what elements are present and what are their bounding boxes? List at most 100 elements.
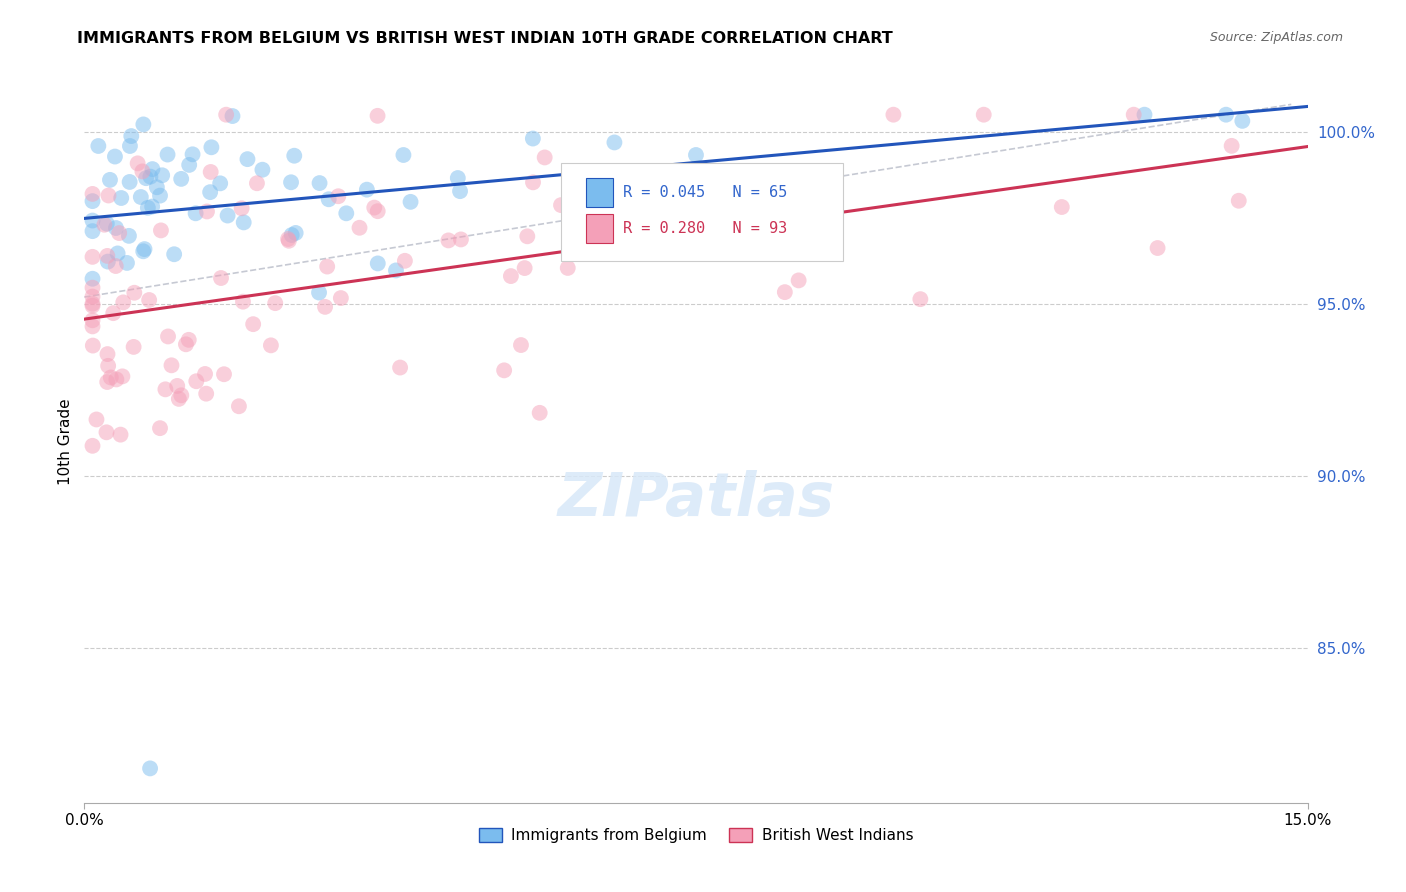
Point [86, 412, 108, 426]
Point [131, 164, 153, 178]
Point [690, 172, 713, 186]
Point [118, 139, 141, 153]
Point [82, 272, 104, 286]
Point [236, 152, 259, 166]
Point [399, 194, 422, 209]
Point [97, 359, 120, 373]
Point [284, 226, 307, 240]
Point [773, 285, 796, 300]
Point [115, 256, 138, 270]
Point [97, 188, 120, 202]
Point [557, 260, 579, 275]
Point [195, 386, 218, 401]
Point [367, 109, 389, 123]
Point [328, 189, 350, 203]
Point [550, 198, 572, 212]
Point [118, 175, 141, 189]
Point [572, 167, 595, 181]
Point [146, 180, 169, 194]
Point [184, 206, 207, 220]
Point [118, 228, 141, 243]
Point [973, 108, 995, 122]
Point [367, 256, 389, 270]
Point [1227, 194, 1250, 208]
Point [82, 213, 104, 227]
Point [181, 147, 204, 161]
Point [231, 201, 253, 215]
Point [141, 200, 163, 214]
Legend: Immigrants from Belgium, British West Indians: Immigrants from Belgium, British West In… [472, 822, 920, 849]
Point [122, 340, 145, 354]
Point [335, 206, 357, 220]
Point [160, 359, 183, 373]
Point [277, 234, 299, 248]
Point [186, 374, 208, 388]
Point [356, 183, 378, 197]
Point [529, 406, 551, 420]
Point [132, 244, 155, 259]
Point [82, 289, 104, 303]
Point [194, 367, 217, 381]
Point [149, 223, 172, 237]
Point [447, 171, 470, 186]
Point [82, 319, 104, 334]
FancyBboxPatch shape [561, 163, 842, 260]
Point [132, 117, 155, 131]
Text: Source: ZipAtlas.com: Source: ZipAtlas.com [1209, 31, 1343, 45]
Point [494, 363, 516, 377]
Point [124, 285, 146, 300]
Point [170, 172, 193, 186]
Point [449, 184, 471, 198]
Point [318, 192, 340, 206]
Point [82, 186, 104, 201]
Point [283, 149, 305, 163]
Point [367, 204, 389, 219]
Point [82, 224, 104, 238]
Point [450, 232, 472, 246]
Point [1146, 241, 1168, 255]
Point [209, 177, 232, 191]
Text: R = 0.045   N = 65: R = 0.045 N = 65 [623, 185, 787, 200]
Point [242, 317, 264, 331]
Point [96, 249, 118, 263]
Point [308, 285, 330, 300]
Point [394, 253, 416, 268]
Text: ZIPatlas: ZIPatlas [557, 470, 835, 529]
Point [437, 234, 460, 248]
Point [96, 217, 118, 231]
Point [163, 247, 186, 261]
Point [516, 229, 538, 244]
Point [167, 392, 190, 406]
Point [787, 273, 810, 287]
Point [685, 148, 707, 162]
Point [127, 156, 149, 170]
Point [602, 216, 624, 230]
Point [212, 368, 235, 382]
Point [107, 246, 129, 260]
Point [96, 347, 118, 361]
Point [217, 209, 239, 223]
Point [215, 108, 238, 122]
Point [510, 338, 533, 352]
Point [264, 296, 287, 310]
Point [96, 375, 118, 389]
Point [363, 201, 385, 215]
Point [111, 369, 134, 384]
Point [260, 338, 283, 352]
Point [308, 176, 330, 190]
Point [349, 220, 371, 235]
Point [603, 136, 626, 150]
Point [195, 204, 218, 219]
Point [104, 149, 127, 163]
Point [221, 109, 243, 123]
Point [134, 242, 156, 256]
Point [150, 169, 173, 183]
Point [1220, 139, 1243, 153]
Point [108, 226, 131, 240]
Point [82, 280, 104, 294]
Point [1232, 114, 1254, 128]
Point [82, 194, 104, 208]
Point [82, 338, 104, 352]
Point [156, 147, 179, 161]
Point [82, 439, 104, 453]
